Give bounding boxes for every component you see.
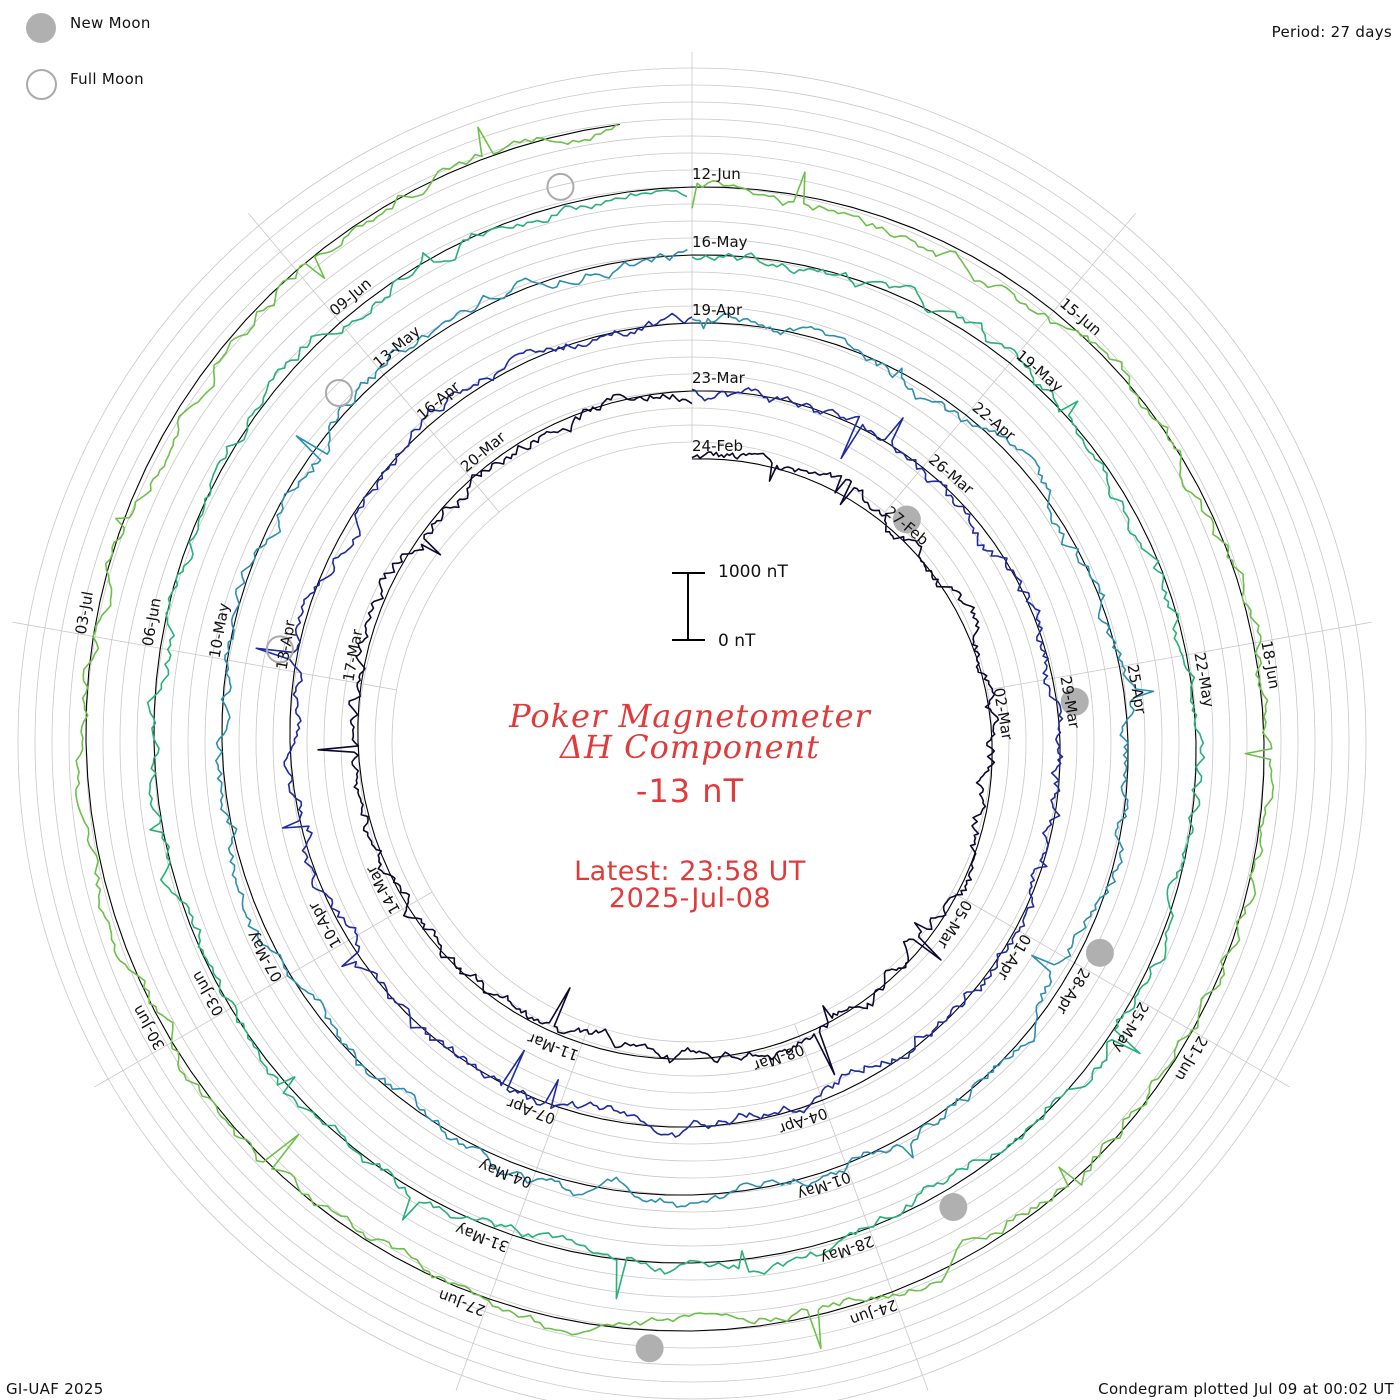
date-label: 23-Mar xyxy=(692,369,746,387)
date-label: 29-Mar xyxy=(1056,675,1083,731)
full-moon-legend-icon xyxy=(26,69,57,100)
grid-spoke xyxy=(794,1023,929,1391)
date-label: 07-Apr xyxy=(504,1094,558,1128)
date-label: 03-Jul xyxy=(72,590,97,636)
baseline-spiral xyxy=(85,123,1265,1332)
date-label: 28-May xyxy=(818,1232,876,1268)
date-label: 08-Mar xyxy=(750,1040,807,1075)
data-traces xyxy=(75,123,1275,1350)
chart-title-line2: ΔH Component xyxy=(559,728,821,766)
new-moon-marker xyxy=(939,1193,968,1222)
latest-date: 2025-Jul-08 xyxy=(608,883,772,914)
moon-markers xyxy=(265,172,1114,1363)
scale-bottom-label: 0 nT xyxy=(718,631,756,651)
baselines xyxy=(85,123,1265,1332)
date-label: 21-Jun xyxy=(1171,1033,1211,1084)
date-label: 01-May xyxy=(795,1168,853,1204)
full-moon-marker xyxy=(546,172,575,201)
full-moon-marker xyxy=(324,379,353,408)
scale-bar xyxy=(672,572,705,641)
chart-title-line1: Poker Magnetometer xyxy=(509,697,871,735)
trace-turn-5 xyxy=(75,123,1275,1350)
date-label: 24-Feb xyxy=(692,437,743,455)
grid-spoke xyxy=(248,213,500,513)
grid-spokes xyxy=(12,52,1372,1391)
date-label: 30-Jun xyxy=(129,1002,169,1053)
grid-spoke xyxy=(94,891,433,1088)
grid-spoke xyxy=(951,891,1290,1088)
new-moon-marker xyxy=(635,1334,664,1363)
full-moon-legend-label: Full Moon xyxy=(70,70,144,88)
date-label: 12-Jun xyxy=(692,165,741,183)
date-label: 01-Apr xyxy=(994,931,1035,984)
date-label: 13-Apr xyxy=(273,618,300,671)
date-label: 06-Jun xyxy=(139,596,165,647)
new-moon-marker xyxy=(1060,687,1089,716)
date-label: 27-Jun xyxy=(436,1286,488,1320)
grid-spoke xyxy=(987,621,1372,691)
date-label: 04-Apr xyxy=(776,1104,830,1138)
new-moon-legend-icon xyxy=(26,13,56,43)
date-label: 04-May xyxy=(476,1156,534,1192)
new-moon-marker xyxy=(892,505,921,534)
current-value: -13 nT xyxy=(635,772,745,810)
credit-label: GI-UAF 2025 xyxy=(6,1380,104,1398)
date-label: 11-Mar xyxy=(524,1029,581,1064)
date-label: 19-Apr xyxy=(692,301,743,319)
trace-turn-1 xyxy=(317,393,1000,1076)
trace-turn-3 xyxy=(215,248,1155,1208)
scale-top-label: 1000 nT xyxy=(718,562,788,582)
date-label: 28-Apr xyxy=(1052,965,1093,1018)
trace-turn-2 xyxy=(255,312,1064,1138)
date-label: 16-May xyxy=(692,233,748,251)
new-moon-marker xyxy=(1085,938,1114,967)
period-label: Period: 27 days xyxy=(1271,23,1392,41)
plotted-timestamp: Condegram plotted Jul 09 at 00:02 UT xyxy=(1098,1380,1394,1398)
grid-spoke xyxy=(455,1023,590,1391)
new-moon-legend-label: New Moon xyxy=(70,14,151,32)
grid-spoke xyxy=(12,621,397,691)
date-label: 15-Jun xyxy=(1056,294,1105,339)
trace-turn-4 xyxy=(146,189,1206,1300)
date-label: 25-Apr xyxy=(1123,663,1150,716)
latest-time: Latest: 23:58 UT xyxy=(574,856,806,887)
full-moon-marker xyxy=(265,635,294,664)
